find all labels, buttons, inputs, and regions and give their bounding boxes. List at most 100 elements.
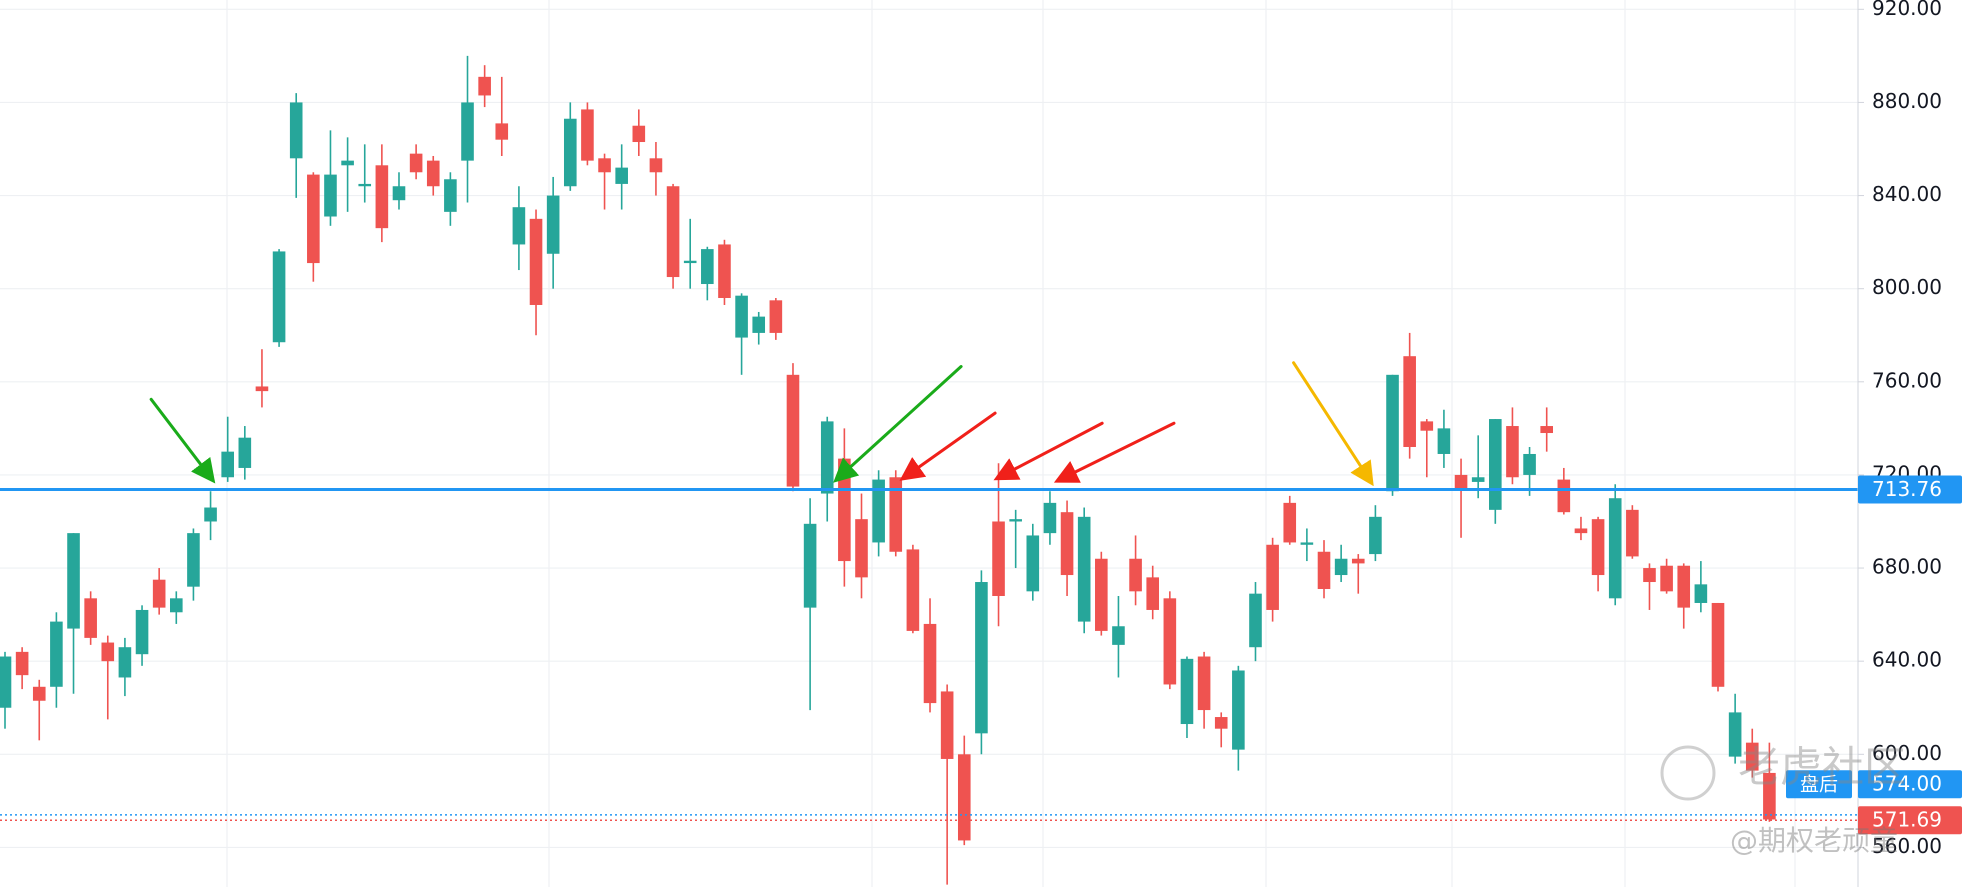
candle-body (1489, 419, 1502, 510)
candle-body (1420, 421, 1434, 431)
candle-body (1728, 712, 1742, 757)
candle-body (1557, 479, 1571, 513)
y-tick-label: 920.00 (1872, 0, 1942, 20)
candle-body (1060, 512, 1074, 576)
last-price-box (1858, 806, 1962, 835)
candle-body (615, 167, 628, 184)
after-hours-tag: 盘后 (1800, 774, 1838, 796)
candle-body (649, 158, 663, 173)
annotation-arrows (149, 361, 1374, 487)
candle-body (855, 519, 868, 578)
candles (0, 55, 1776, 885)
y-tick-label: 600.00 (1872, 741, 1942, 765)
candle-body (461, 102, 474, 161)
candle-body (546, 195, 560, 254)
candle-body (872, 479, 885, 543)
watermark-text: 老虎社区 (1738, 743, 1906, 792)
candle-body (409, 153, 423, 173)
candle-body (1043, 502, 1057, 534)
y-tick-label: 560.00 (1872, 834, 1942, 858)
candle-body (701, 249, 714, 285)
last-price-label: 571.69 (1872, 808, 1942, 832)
candle-body (152, 579, 166, 608)
candle-body (1677, 565, 1691, 608)
candle-body (1300, 542, 1314, 545)
candle-body (1009, 519, 1022, 522)
candle-body (598, 158, 611, 173)
price-axis: 920.00880.00840.00800.00760.00720.00680.… (1786, 0, 1962, 858)
candle-body (529, 218, 543, 305)
candle-body (272, 251, 286, 343)
arrow (1053, 421, 1176, 483)
candle-body (957, 754, 971, 841)
candle-body (1437, 428, 1451, 454)
candle-body (1608, 498, 1622, 599)
y-tick-label: 680.00 (1872, 555, 1942, 579)
candle-body (581, 109, 594, 161)
candle-body (1643, 568, 1656, 583)
candle-body (1232, 670, 1245, 750)
candle-body (1386, 374, 1399, 492)
candle-body (238, 437, 252, 468)
candle-body (204, 507, 217, 522)
candle-body (889, 477, 903, 552)
candle-body (495, 123, 509, 140)
candle-body (358, 183, 372, 187)
candle-body (923, 623, 937, 704)
after-hours-tag-box (1786, 770, 1852, 799)
candle-body (255, 386, 269, 392)
after-hours-price: 574.00 (1872, 772, 1942, 796)
candle-body (1351, 558, 1365, 564)
arrow (1292, 361, 1374, 487)
candle-body (1214, 717, 1228, 729)
candle-body (1369, 516, 1382, 555)
candle-body (1626, 509, 1639, 557)
after-hours-price-box (1858, 770, 1962, 799)
candle-body (1283, 502, 1297, 543)
candle-body (1095, 558, 1108, 631)
candle-body (1163, 598, 1177, 685)
candle-body (1660, 565, 1673, 592)
candle-body (718, 244, 731, 298)
candle-body (975, 582, 988, 734)
candle-body (32, 686, 46, 701)
candle-body (1077, 516, 1091, 622)
arrow (833, 365, 963, 483)
y-tick-label: 640.00 (1872, 648, 1942, 672)
candle-body (1574, 528, 1588, 534)
price-lines (0, 487, 1858, 821)
candle-body (1540, 426, 1553, 434)
candle-body (803, 523, 817, 608)
watermark-logo (1660, 745, 1716, 801)
candle-body (375, 165, 389, 229)
price-grid (0, 8, 1858, 849)
candle-body (1591, 519, 1605, 576)
candle-body (478, 76, 491, 96)
candle-body (170, 598, 183, 613)
y-tick-label: 760.00 (1872, 368, 1942, 392)
candle-body (101, 642, 115, 662)
candle-body (632, 125, 646, 143)
level-label-box (1858, 475, 1962, 504)
candle-body (426, 160, 440, 187)
candle-body (67, 533, 80, 629)
candle-body (769, 300, 783, 333)
candle-body (563, 118, 577, 187)
candle-body (1471, 477, 1485, 482)
candle-body (118, 647, 132, 678)
candle-body (221, 451, 234, 478)
candle-body (341, 160, 354, 166)
candle-body (135, 609, 149, 655)
candle-body (940, 691, 954, 759)
candle-body (1266, 544, 1279, 610)
candle-body (1317, 551, 1331, 590)
y-tick-label: 880.00 (1872, 89, 1942, 113)
candle-body (1112, 626, 1125, 645)
candle-body (1506, 426, 1519, 478)
arrow (149, 397, 216, 484)
candle-body (1763, 772, 1776, 820)
candle-body (1745, 742, 1759, 771)
candle-body (84, 598, 97, 638)
candle-body (786, 374, 800, 487)
